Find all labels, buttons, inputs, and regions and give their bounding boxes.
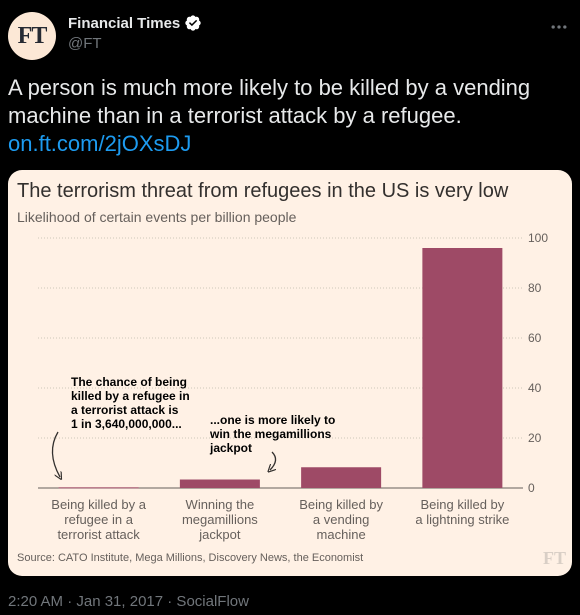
- tweet-body: A person is much more likely to be kille…: [8, 75, 531, 128]
- y-tick-label: 100: [528, 231, 548, 245]
- y-tick-label: 40: [528, 381, 542, 395]
- y-tick-label: 60: [528, 331, 542, 345]
- bar: [301, 467, 382, 488]
- tweet-text: A person is much more likely to be kille…: [8, 74, 568, 158]
- bar: [179, 479, 260, 488]
- handle[interactable]: @FT: [68, 35, 102, 52]
- y-tick-label: 20: [528, 431, 542, 445]
- annotation-text: The chance of being killed by a refugee i…: [71, 375, 190, 431]
- chart-subtitle: Likelihood of certain events per billion…: [17, 209, 297, 225]
- more-options-icon[interactable]: [548, 16, 570, 38]
- x-tick-label: Being killed by a refugee in a terrorist a…: [51, 497, 146, 542]
- display-name[interactable]: Financial Times: [68, 14, 181, 32]
- bar-chart: 0 20 40 60 80 100 Being killed by a refugee in…: [38, 231, 548, 542]
- x-tick-label: Being killed by a vending machine: [299, 497, 383, 542]
- y-tick-label: 80: [528, 281, 542, 295]
- chart-image-card[interactable]: The terrorism threat from refugees in th…: [8, 170, 572, 576]
- bar: [422, 248, 503, 488]
- x-tick-label: Being killed by a lightning strike: [415, 497, 509, 527]
- verified-badge-icon: [185, 15, 201, 31]
- annotation-arrow: [270, 451, 277, 470]
- annotation-text: ...one is more likely to win the megamill…: [209, 413, 335, 455]
- tweet-header: FT Financial Times @FT: [8, 12, 572, 60]
- y-tick-label: 0: [528, 481, 535, 495]
- ft-watermark: FT: [542, 548, 566, 568]
- avatar[interactable]: FT: [8, 12, 56, 60]
- bar: [58, 487, 139, 489]
- chart-title: The terrorism threat from refugees in th…: [17, 180, 509, 202]
- x-tick-label: Winning the megamillions jackpot: [182, 497, 258, 542]
- display-name-row[interactable]: Financial Times: [68, 14, 202, 32]
- tweet-timestamp[interactable]: 2:20 AM · Jan 31, 2017 · SocialFlow: [8, 593, 249, 610]
- annotation-arrow: [51, 431, 60, 477]
- tweet-link[interactable]: on.ft.com/2jOXsDJ: [8, 131, 192, 156]
- author-names: Financial Times @FT: [68, 14, 202, 52]
- chart-source: Source: CATO Institute, Mega Millions, D…: [17, 552, 364, 564]
